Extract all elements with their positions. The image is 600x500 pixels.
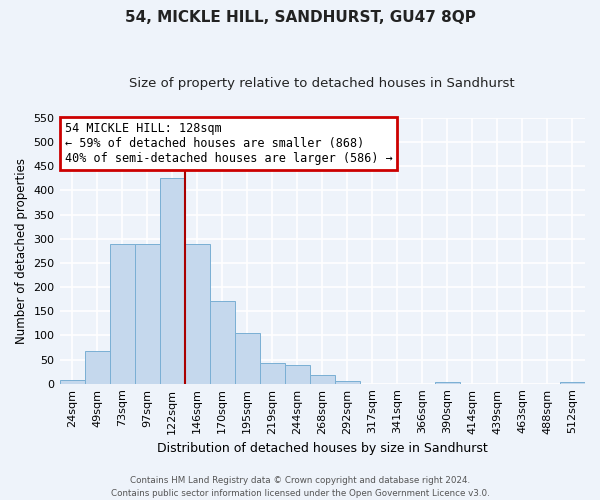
Bar (560, 382, 585, 384)
Text: Contains HM Land Registry data © Crown copyright and database right 2024.
Contai: Contains HM Land Registry data © Crown c… (110, 476, 490, 498)
Y-axis label: Number of detached properties: Number of detached properties (15, 158, 28, 344)
Bar (209, 300, 235, 384)
Bar (185, 244, 209, 384)
Bar (285, 366, 310, 384)
Bar (134, 244, 160, 384)
Bar (435, 382, 460, 384)
Text: 54 MICKLE HILL: 128sqm
← 59% of detached houses are smaller (868)
40% of semi-de: 54 MICKLE HILL: 128sqm ← 59% of detached… (65, 122, 392, 165)
Title: Size of property relative to detached houses in Sandhurst: Size of property relative to detached ho… (130, 78, 515, 90)
Bar (59, 380, 85, 384)
Bar (110, 244, 134, 384)
Bar (160, 178, 185, 384)
X-axis label: Distribution of detached houses by size in Sandhurst: Distribution of detached houses by size … (157, 442, 488, 455)
Bar (310, 375, 335, 384)
Text: 54, MICKLE HILL, SANDHURST, GU47 8QP: 54, MICKLE HILL, SANDHURST, GU47 8QP (125, 10, 475, 25)
Bar (235, 333, 260, 384)
Bar (85, 351, 110, 384)
Bar (335, 382, 360, 384)
Bar (260, 363, 285, 384)
